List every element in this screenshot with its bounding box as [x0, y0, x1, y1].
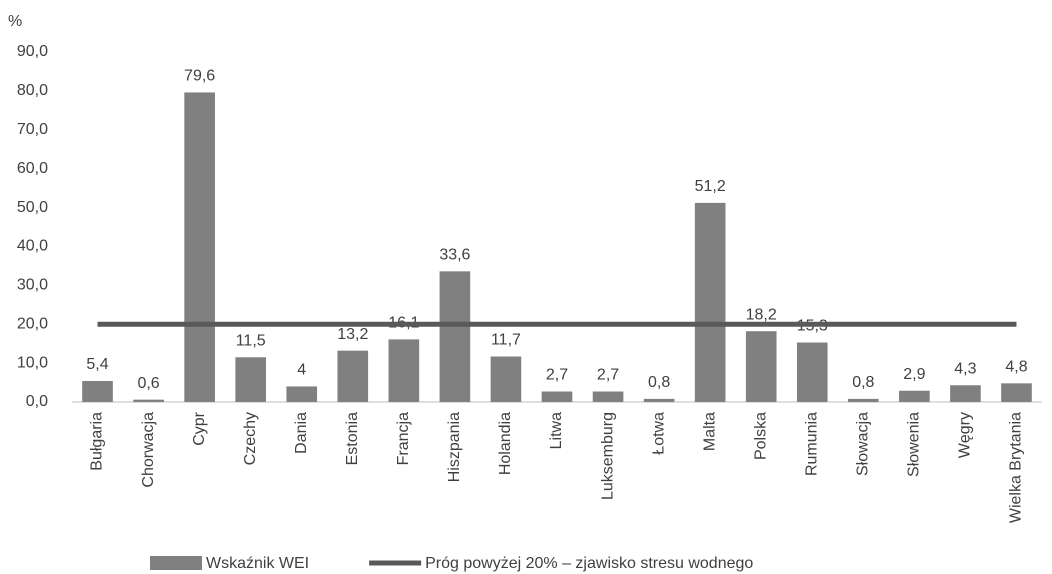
data-label: 0,6 — [137, 375, 159, 392]
y-tick-label: 60,0 — [17, 160, 48, 177]
x-tick-label: Czechy — [242, 412, 259, 465]
bar — [950, 385, 981, 402]
x-tick-label: Cypr — [191, 411, 208, 445]
x-tick-label: Holandia — [497, 412, 514, 475]
x-tick-label: Luksemburg — [599, 412, 616, 500]
data-label: 0,8 — [852, 374, 874, 391]
data-label: 11,5 — [236, 332, 266, 349]
x-tick-label: Rumunia — [803, 412, 820, 476]
bar — [848, 398, 879, 402]
y-tick-label: 30,0 — [17, 277, 48, 294]
y-tick-label: 40,0 — [17, 238, 48, 255]
y-axis-label: % — [8, 13, 22, 30]
x-tick-label: Dania — [293, 412, 310, 454]
bar — [337, 350, 369, 402]
data-label: 2,7 — [597, 367, 619, 384]
data-label: 79,6 — [184, 68, 215, 85]
data-label: 51,2 — [695, 178, 726, 195]
bar — [643, 398, 675, 402]
data-label: 4,3 — [954, 360, 976, 377]
y-tick-label: 90,0 — [17, 43, 48, 60]
x-tick-label: Estonia — [344, 412, 361, 465]
x-tick-label: Litwa — [548, 412, 565, 449]
bar — [899, 390, 930, 402]
bar — [745, 331, 777, 402]
y-tick-label: 70,0 — [17, 121, 48, 138]
legend-swatch — [150, 556, 202, 570]
data-label: 4,8 — [1005, 359, 1027, 376]
bar — [133, 399, 164, 402]
bar — [82, 381, 113, 402]
data-label: 0,8 — [648, 374, 670, 391]
y-tick-label: 80,0 — [17, 82, 48, 99]
bar — [184, 92, 215, 402]
bar — [592, 391, 624, 402]
legend-label: Próg powyżej 20% – zjawisko stresu wodne… — [425, 555, 753, 572]
y-tick-label: 50,0 — [17, 199, 48, 216]
y-tick-label: 20,0 — [17, 315, 48, 332]
x-tick-label: Słowacja — [855, 412, 872, 476]
bar — [439, 271, 471, 402]
bar — [694, 202, 726, 402]
bar — [286, 386, 318, 402]
x-tick-label: Bułgaria — [89, 412, 106, 471]
bar — [490, 356, 522, 402]
y-tick-label: 0,0 — [26, 393, 48, 410]
x-tick-label: Wielka Brytania — [1008, 412, 1025, 523]
data-label: 5,4 — [86, 356, 108, 373]
data-label: 18,2 — [746, 306, 777, 323]
y-tick-label: 10,0 — [17, 354, 48, 371]
bar — [541, 391, 573, 402]
data-label: 13,2 — [337, 326, 368, 343]
x-tick-label: Słowenia — [906, 412, 923, 477]
bar — [235, 357, 266, 402]
data-label: 4 — [297, 362, 306, 379]
data-label: 2,7 — [546, 367, 568, 384]
legend-label: Wskaźnik WEI — [206, 555, 309, 572]
x-tick-label: Malta — [701, 412, 718, 451]
x-tick-label: Węgry — [957, 412, 974, 458]
x-tick-label: Francja — [395, 412, 412, 465]
bar — [388, 339, 420, 402]
bar — [796, 342, 828, 402]
x-tick-label: Polska — [752, 412, 769, 460]
data-label: 11,7 — [491, 332, 521, 349]
data-label: 33,6 — [439, 247, 470, 264]
bar — [1001, 383, 1032, 402]
data-label: 2,9 — [903, 366, 925, 383]
x-tick-label: Łotwa — [650, 412, 667, 455]
x-tick-label: Hiszpania — [446, 412, 463, 482]
x-tick-label: Chorwacja — [140, 412, 157, 488]
